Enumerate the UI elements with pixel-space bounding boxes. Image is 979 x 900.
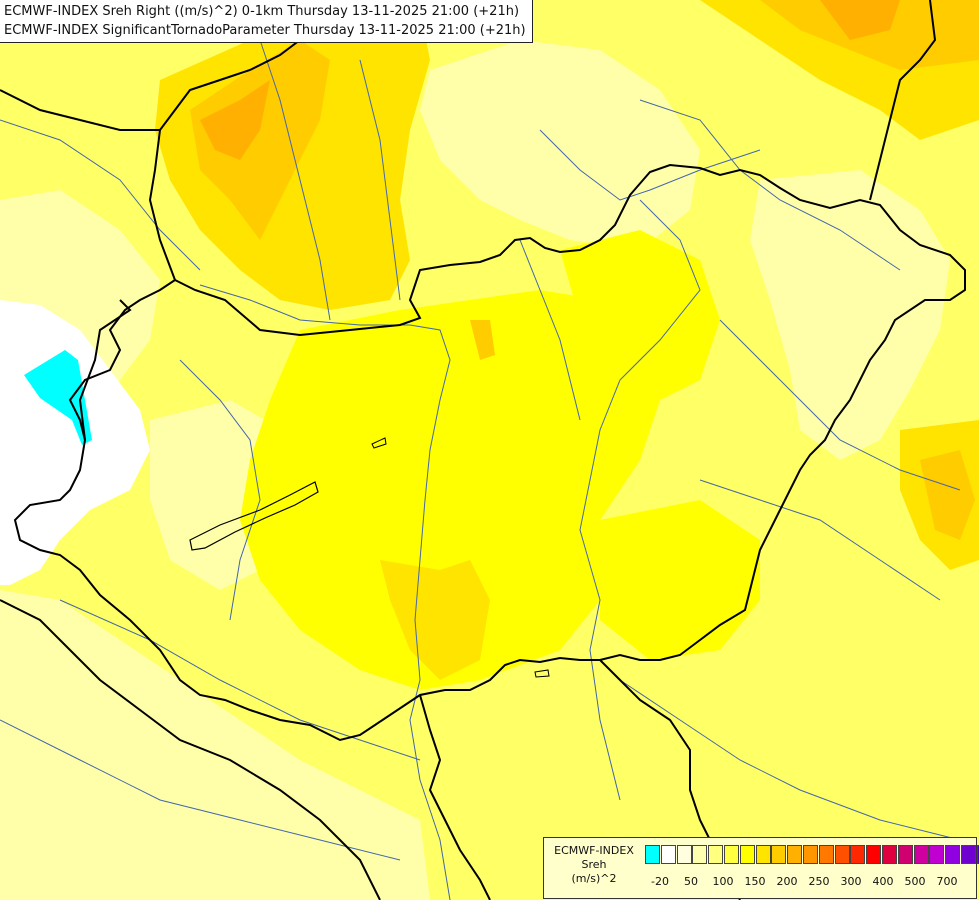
map-title-line-2: ECMWF-INDEX SignificantTornadoParameter …: [4, 23, 526, 38]
border-west-north: [0, 89, 176, 281]
legend-tick-label: 150: [744, 875, 766, 888]
river-danube: [199, 284, 451, 900]
legend-ticks: -20 50 100 150 200 250 300 400 500 700: [645, 875, 970, 891]
legend-swatch: [834, 845, 850, 864]
legend-swatch: [818, 845, 834, 864]
legend-tick-label: 100: [712, 875, 734, 888]
river-north2: [359, 59, 401, 301]
legend-tick-label: 400: [872, 875, 894, 888]
legend-swatch: [660, 845, 676, 864]
legend-swatch: [976, 845, 979, 864]
river-balaton-west: [179, 359, 261, 621]
legend-swatches: [645, 845, 979, 864]
river-southeast: [619, 679, 961, 841]
legend-label-line-3: (m/s)^2: [571, 872, 617, 885]
legend-tick-label: 50: [684, 875, 698, 888]
map-title-box: ECMWF-INDEX Sreh Right ((m/s)^2) 0-1km T…: [0, 0, 533, 43]
legend-swatch: [708, 845, 724, 864]
map-title-line-1: ECMWF-INDEX Sreh Right ((m/s)^2) 0-1km T…: [4, 4, 520, 19]
lake-balaton: [189, 481, 319, 551]
river-east1: [719, 319, 961, 491]
legend-label: ECMWF-INDEX Sreh (m/s)^2: [546, 844, 642, 886]
field-orange-northeast2: [820, 0, 900, 40]
field-gold-southcentral: [380, 560, 490, 680]
legend-swatch: [881, 845, 897, 864]
field-orange-east: [920, 450, 975, 540]
lake-small-south: [534, 669, 550, 678]
border-austria-west: [78, 299, 132, 441]
legend-swatch: [755, 845, 771, 864]
legend-swatch: [913, 845, 929, 864]
legend-label-line-1: ECMWF-INDEX: [554, 844, 634, 857]
border-slovenia: [0, 599, 381, 900]
field-orange-north2: [200, 80, 270, 160]
legend-swatch: [723, 845, 739, 864]
river-north1: [259, 39, 331, 321]
river-tisza: [579, 199, 701, 801]
legend-tick-label: 200: [776, 875, 798, 888]
legend-swatch: [802, 845, 818, 864]
color-legend: ECMWF-INDEX Sreh (m/s)^2 -20 50 100 150 200 2…: [543, 837, 979, 899]
legend-swatch: [960, 845, 976, 864]
legend-swatch: [739, 845, 755, 864]
legend-tick-label: 300: [840, 875, 862, 888]
legend-swatch: [945, 845, 961, 864]
field-orange-north: [190, 40, 330, 240]
field-yellow-southeast: [600, 500, 760, 660]
legend-swatch: [929, 845, 945, 864]
field-pale-northcenter: [420, 40, 700, 250]
river-drava: [59, 599, 421, 761]
legend-swatch: [645, 845, 660, 864]
river-west: [0, 119, 201, 271]
legend-swatch: [787, 845, 803, 864]
legend-swatch: [866, 845, 882, 864]
legend-label-line-2: Sreh: [581, 858, 607, 871]
field-pale-east: [750, 170, 950, 460]
legend-tick-label: 250: [808, 875, 830, 888]
lake-small-center: [371, 437, 387, 449]
legend-tick-label: 500: [904, 875, 926, 888]
field-yellow-northeast: [560, 230, 720, 400]
legend-swatch: [692, 845, 708, 864]
field-orange-center: [470, 320, 495, 360]
field-cyan-spot: [24, 350, 92, 445]
legend-swatch: [850, 845, 866, 864]
legend-swatch: [771, 845, 787, 864]
river-central: [519, 239, 581, 421]
legend-swatch: [676, 845, 692, 864]
legend-tick-label: -20: [651, 875, 669, 888]
river-sava: [0, 719, 401, 861]
legend-swatch: [897, 845, 913, 864]
rivers: [0, 39, 961, 900]
border-croatia-south: [419, 694, 491, 900]
border-hungary: [13, 163, 966, 742]
border-romania: [869, 0, 937, 201]
river-east2: [699, 479, 941, 601]
river-northeast1: [539, 129, 761, 201]
legend-tick-label: 700: [936, 875, 958, 888]
river-northeast2: [639, 99, 901, 271]
field-yellow-core: [240, 290, 660, 690]
